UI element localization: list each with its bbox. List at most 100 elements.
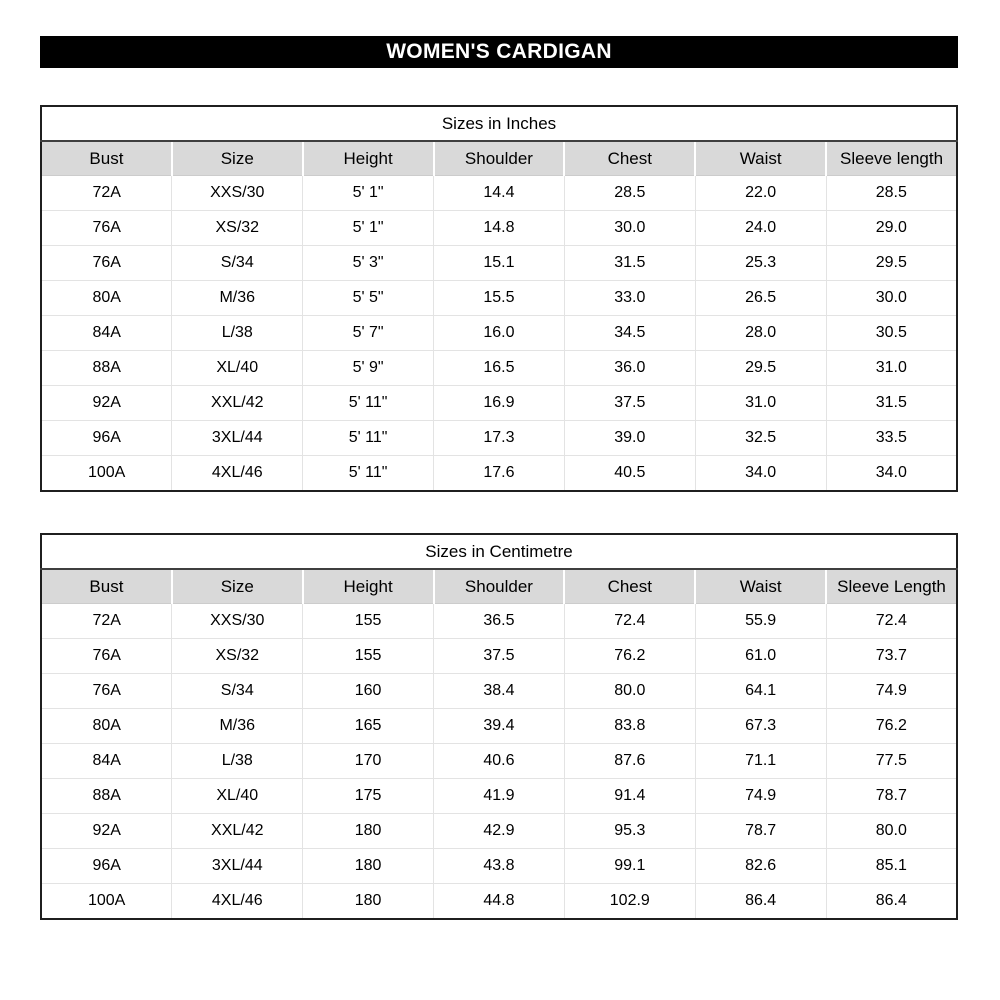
table-cell: 17.6 bbox=[433, 455, 565, 492]
table-cell: 92A bbox=[40, 813, 173, 849]
table-cell: 39.4 bbox=[433, 708, 565, 744]
table-cell: 5' 11" bbox=[302, 420, 435, 456]
table-cell: 3XL/44 bbox=[171, 848, 304, 884]
table-cell: 83.8 bbox=[563, 708, 696, 744]
table-caption: Sizes in Inches bbox=[41, 106, 957, 142]
table-cell: 5' 1" bbox=[302, 175, 435, 211]
table-cell: XS/32 bbox=[171, 210, 304, 246]
table-header-row: Bust Size Height Shoulder Chest Waist Sleeve l… bbox=[41, 141, 957, 176]
table-cell: 16.9 bbox=[433, 385, 565, 421]
table-cell: 88A bbox=[40, 350, 173, 386]
table-cell: 73.7 bbox=[825, 638, 958, 674]
table-row: 80A M/36 165 39.4 83.8 67.3 76.2 bbox=[40, 708, 958, 744]
table-cell: 29.0 bbox=[825, 210, 958, 246]
table-cell: 76.2 bbox=[563, 638, 696, 674]
table-cell: 55.9 bbox=[694, 603, 827, 639]
table-cell: 36.0 bbox=[563, 350, 696, 386]
table-cell: 4XL/46 bbox=[171, 883, 304, 920]
table-row: 96A 3XL/44 5' 11" 17.3 39.0 32.5 33.5 bbox=[40, 420, 958, 456]
table-cell: 37.5 bbox=[433, 638, 565, 674]
table-cell: 31.0 bbox=[694, 385, 827, 421]
table-cell: 71.1 bbox=[694, 743, 827, 779]
table-cell: 61.0 bbox=[694, 638, 827, 674]
table-cell: 28.5 bbox=[825, 175, 958, 211]
table-cell: 76A bbox=[40, 245, 173, 281]
table-header-row: Bust Size Height Shoulder Chest Waist Sleeve L… bbox=[41, 569, 957, 604]
table-cell: 15.1 bbox=[433, 245, 565, 281]
table-cell: 17.3 bbox=[433, 420, 565, 456]
table-cell: 31.5 bbox=[825, 385, 958, 421]
table-cell: 77.5 bbox=[825, 743, 958, 779]
table-cell: 175 bbox=[302, 778, 435, 814]
column-header: Size bbox=[170, 141, 303, 176]
table-cell: 31.0 bbox=[825, 350, 958, 386]
table-cell: XS/32 bbox=[171, 638, 304, 674]
table-cell: 34.0 bbox=[694, 455, 827, 492]
column-header: Sleeve length bbox=[825, 141, 957, 176]
table-cell: 72A bbox=[40, 603, 173, 639]
table-cell: 30.0 bbox=[563, 210, 696, 246]
table-cell: 165 bbox=[302, 708, 435, 744]
table-cell: S/34 bbox=[171, 673, 304, 709]
table-cell: 41.9 bbox=[433, 778, 565, 814]
column-header: Shoulder bbox=[432, 569, 565, 604]
table-cell: 30.0 bbox=[825, 280, 958, 316]
table-row: 100A 4XL/46 180 44.8 102.9 86.4 86.4 bbox=[40, 883, 958, 920]
table-cell: 64.1 bbox=[694, 673, 827, 709]
table-cell: 5' 9" bbox=[302, 350, 435, 386]
table-cell: 88A bbox=[40, 778, 173, 814]
column-header: Height bbox=[301, 141, 434, 176]
table-cell: 26.5 bbox=[694, 280, 827, 316]
table-row: 96A 3XL/44 180 43.8 99.1 82.6 85.1 bbox=[40, 848, 958, 884]
table-cell: 4XL/46 bbox=[171, 455, 304, 492]
column-header: Sleeve Length bbox=[825, 569, 957, 604]
table-cell: XL/40 bbox=[171, 778, 304, 814]
table-cell: 14.8 bbox=[433, 210, 565, 246]
table-cell: 3XL/44 bbox=[171, 420, 304, 456]
table-cell: 5' 3" bbox=[302, 245, 435, 281]
table-cell: 85.1 bbox=[825, 848, 958, 884]
column-header: Size bbox=[170, 569, 303, 604]
table-cell: 155 bbox=[302, 603, 435, 639]
table-cell: 100A bbox=[40, 883, 173, 920]
table-cell: M/36 bbox=[171, 280, 304, 316]
table-cell: 5' 11" bbox=[302, 385, 435, 421]
table-cell: 39.0 bbox=[563, 420, 696, 456]
table-cell: 80.0 bbox=[563, 673, 696, 709]
table-cell: 31.5 bbox=[563, 245, 696, 281]
table-cell: 29.5 bbox=[694, 350, 827, 386]
column-header: Height bbox=[301, 569, 434, 604]
table-cell: 80A bbox=[40, 280, 173, 316]
table-cell: 16.0 bbox=[433, 315, 565, 351]
table-cell: 80.0 bbox=[825, 813, 958, 849]
table-cell: XXS/30 bbox=[171, 603, 304, 639]
table-cell: 180 bbox=[302, 883, 435, 920]
table-cell: XXL/42 bbox=[171, 813, 304, 849]
table-row: 88A XL/40 175 41.9 91.4 74.9 78.7 bbox=[40, 778, 958, 814]
table-cell: 33.0 bbox=[563, 280, 696, 316]
table-row: 84A L/38 5' 7" 16.0 34.5 28.0 30.5 bbox=[40, 315, 958, 351]
table-caption-row: Sizes in Centimetre bbox=[41, 534, 957, 570]
table-caption: Sizes in Centimetre bbox=[41, 534, 957, 570]
table-cell: 30.5 bbox=[825, 315, 958, 351]
table-cell: 5' 11" bbox=[302, 455, 435, 492]
table-cell: 16.5 bbox=[433, 350, 565, 386]
table-row: 76A S/34 5' 3" 15.1 31.5 25.3 29.5 bbox=[40, 245, 958, 281]
page-title: WOMEN'S CARDIGAN bbox=[386, 40, 612, 63]
column-header: Bust bbox=[41, 141, 172, 176]
table-cell: 102.9 bbox=[563, 883, 696, 920]
table-row: 92A XXL/42 5' 11" 16.9 37.5 31.0 31.5 bbox=[40, 385, 958, 421]
table-caption-row: Sizes in Inches bbox=[41, 106, 957, 142]
column-header: Chest bbox=[563, 141, 696, 176]
table-cell: 72.4 bbox=[825, 603, 958, 639]
table-row: 80A M/36 5' 5" 15.5 33.0 26.5 30.0 bbox=[40, 280, 958, 316]
page-title-banner: WOMEN'S CARDIGAN bbox=[40, 36, 958, 68]
table-cell: 180 bbox=[302, 848, 435, 884]
table-cell: 95.3 bbox=[563, 813, 696, 849]
column-header: Shoulder bbox=[432, 141, 565, 176]
table-row: 76A XS/32 155 37.5 76.2 61.0 73.7 bbox=[40, 638, 958, 674]
table-cell: XL/40 bbox=[171, 350, 304, 386]
table-cell: 40.5 bbox=[563, 455, 696, 492]
table-cell: 180 bbox=[302, 813, 435, 849]
table-cell: 84A bbox=[40, 315, 173, 351]
